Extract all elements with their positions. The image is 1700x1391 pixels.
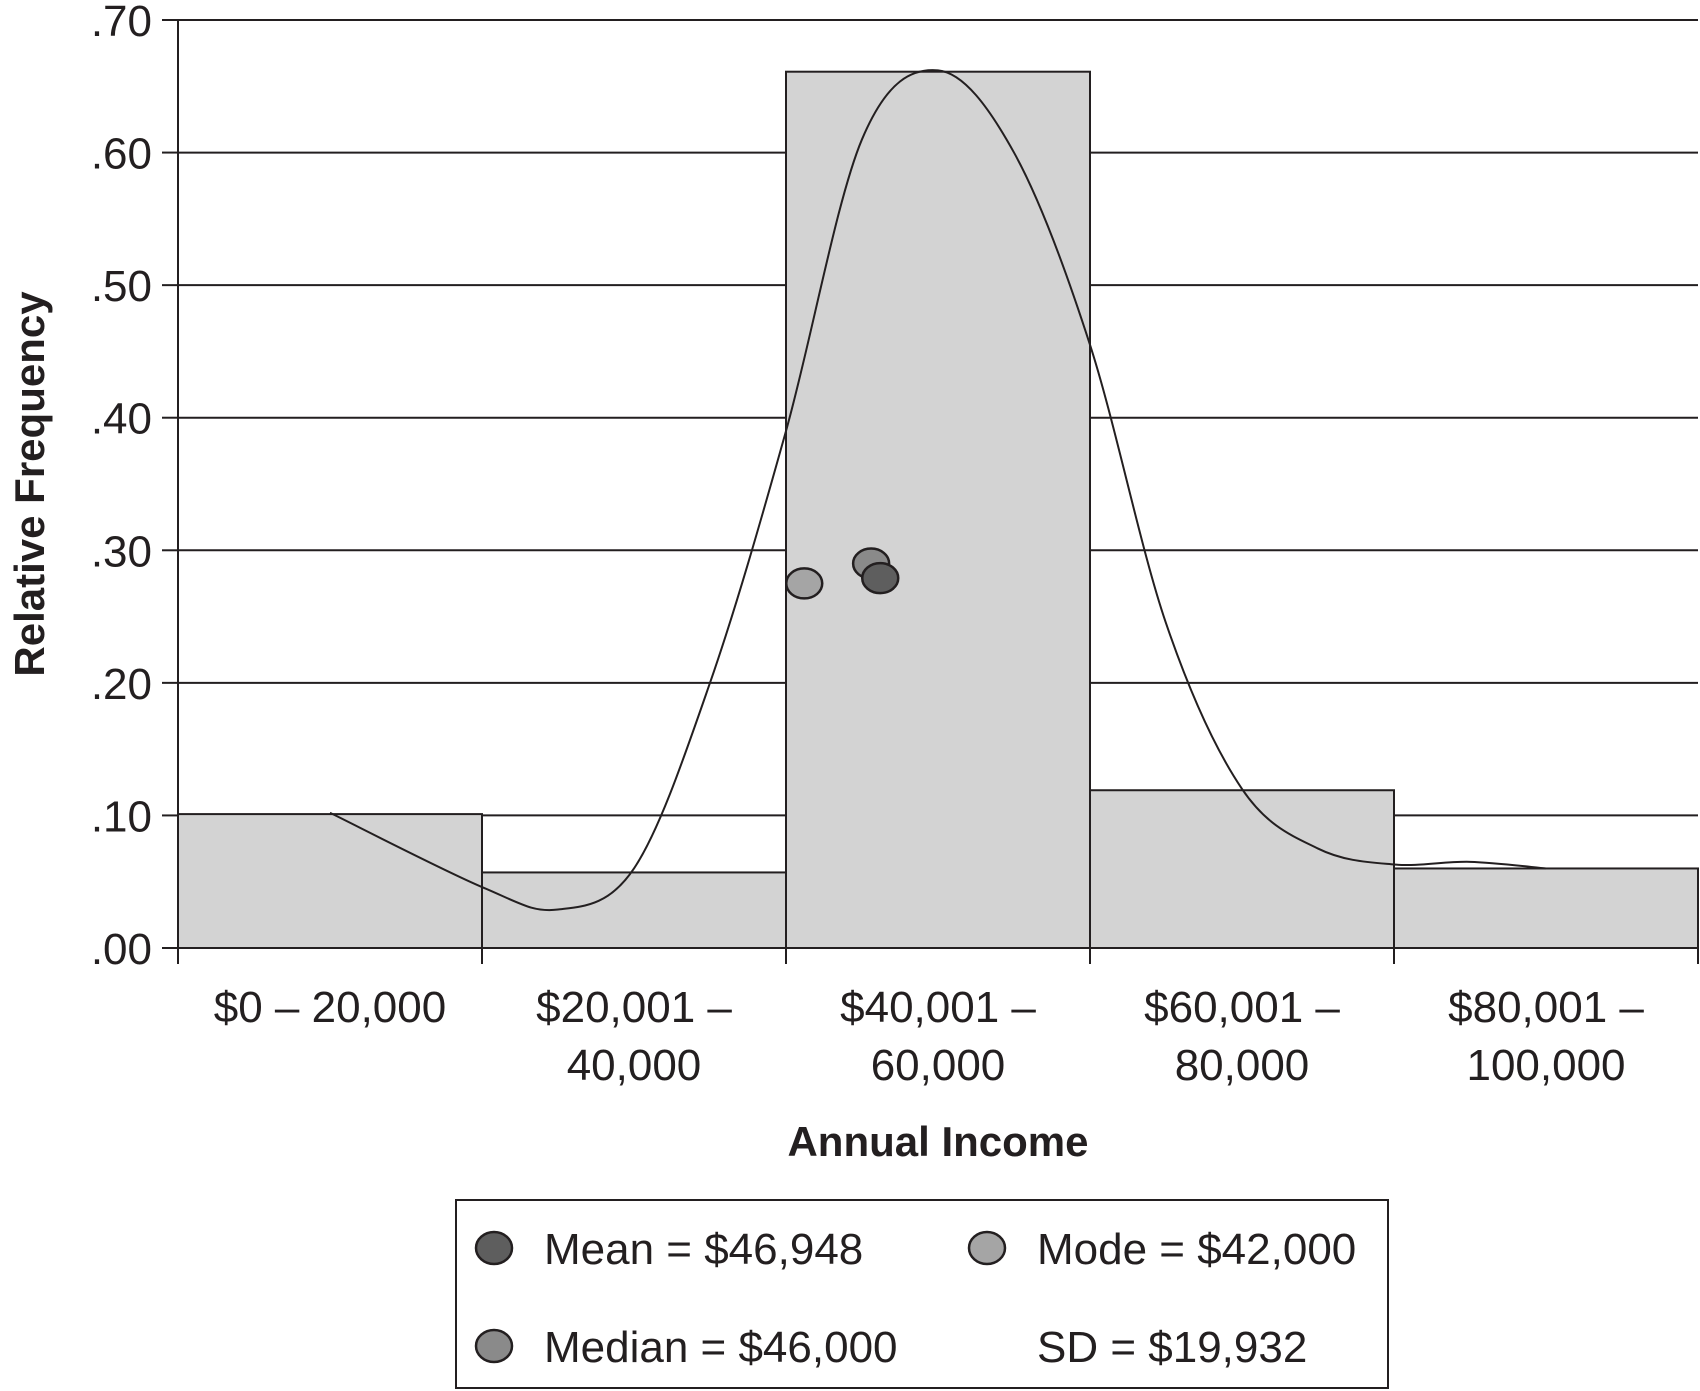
mode-marker — [784, 567, 824, 600]
x-category-label: $20,001 – — [536, 983, 732, 1032]
x-axis-title: Annual Income — [787, 1118, 1088, 1165]
histogram-bar — [785, 70, 1091, 949]
legend-label: Median = $46,000 — [544, 1323, 898, 1372]
histogram-bar — [177, 813, 483, 949]
x-category-label: 40,000 — [567, 1041, 702, 1090]
y-tick-label: .30 — [91, 527, 152, 576]
x-category-label: 100,000 — [1466, 1041, 1625, 1090]
y-tick-label: .70 — [91, 0, 152, 46]
legend-box — [455, 1199, 1389, 1389]
y-axis-title: Relative Frequency — [6, 291, 53, 677]
legend-marker — [474, 1230, 514, 1266]
histogram-bar — [1089, 789, 1395, 949]
legend-marker — [474, 1328, 514, 1364]
x-category-label: $0 – 20,000 — [214, 983, 446, 1032]
statistic-markers — [784, 547, 900, 600]
y-tick-label: .40 — [91, 395, 152, 444]
x-category-label: $40,001 – — [840, 983, 1036, 1032]
bars — [177, 70, 1699, 950]
histogram-bar — [1393, 867, 1699, 950]
x-category-label: $60,001 – — [1144, 983, 1340, 1032]
tick-labels: .00 .10 .20 .30 .40 .50 .60 .70 $0 – 20,000 $20,0… — [91, 0, 1645, 1090]
y-tick-label: .00 — [91, 925, 152, 974]
normal-curve-line — [329, 69, 1547, 912]
histogram-bar — [481, 871, 787, 949]
x-category-label: 60,000 — [871, 1041, 1006, 1090]
legend-marker — [967, 1230, 1007, 1266]
fitted-curve — [329, 69, 1547, 912]
x-category-label: 80,000 — [1175, 1041, 1310, 1090]
legend-label: Mode = $42,000 — [1037, 1225, 1356, 1274]
y-tick-label: .20 — [91, 660, 152, 709]
legend-label: Mean = $46,948 — [544, 1225, 863, 1274]
legend: Mean = $46,948 Mode = $42,000 Median = $46… — [455, 1199, 1389, 1389]
x-category-label: $80,001 – — [1448, 983, 1644, 1032]
y-tick-label: .60 — [91, 130, 152, 179]
legend-label: SD = $19,932 — [1037, 1323, 1307, 1372]
y-tick-label: .50 — [91, 262, 152, 311]
mean-marker — [860, 561, 900, 595]
axes — [162, 19, 1699, 964]
y-tick-label: .10 — [91, 792, 152, 841]
